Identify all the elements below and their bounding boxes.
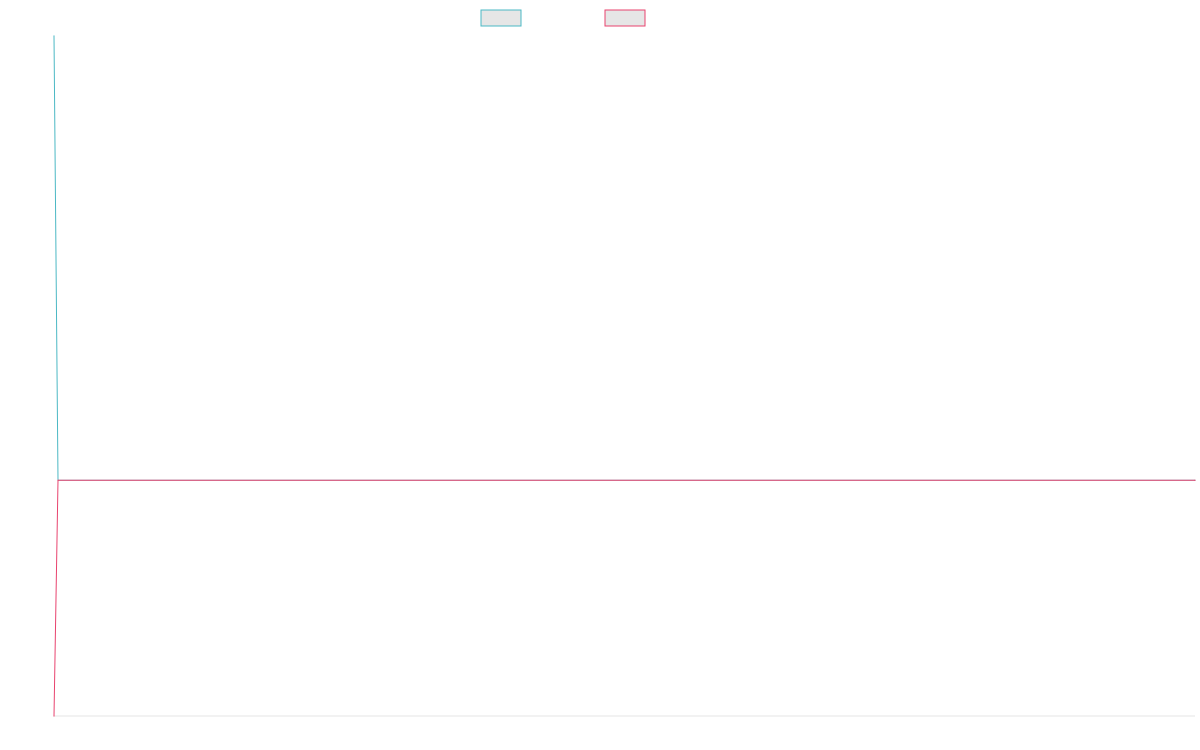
series-2 — [53, 479, 1196, 717]
series-2-point — [53, 715, 55, 717]
series-layer — [53, 35, 1196, 717]
legend-item-1[interactable] — [480, 9, 522, 27]
series-2-point — [1194, 479, 1196, 481]
legend-swatch — [604, 9, 646, 27]
legend-item-2[interactable] — [604, 9, 646, 27]
legend-swatch — [480, 9, 522, 27]
series-2-line — [53, 479, 1195, 717]
series-2-point — [57, 479, 59, 481]
legend — [480, 9, 646, 27]
series-1-line — [53, 35, 1195, 481]
series-1-point — [53, 35, 55, 37]
series-1 — [53, 35, 1196, 481]
